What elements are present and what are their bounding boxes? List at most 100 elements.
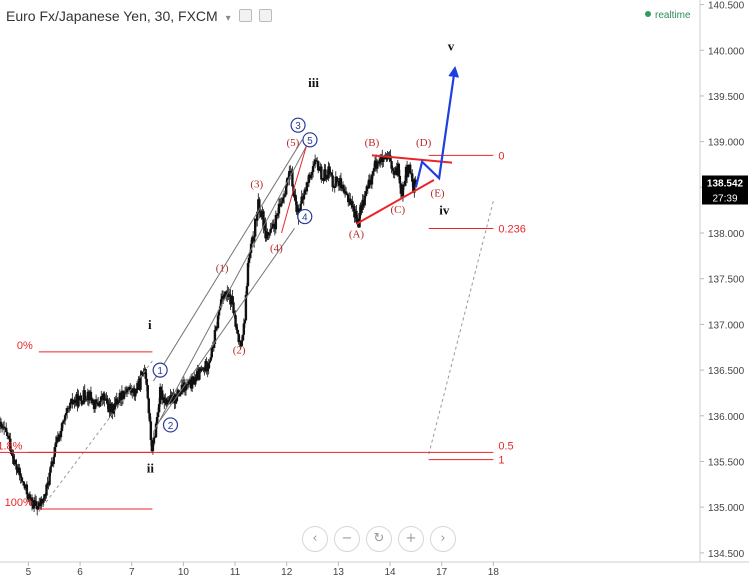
candle-body (268, 232, 271, 234)
candle-body (72, 402, 75, 405)
candle-body (391, 168, 394, 171)
candle-body (376, 161, 380, 163)
triangle-line (355, 179, 435, 225)
chart-title-bar: Euro Fx/Japanese Yen, 30, FXCM ▾ (6, 8, 273, 24)
projection-path (414, 66, 460, 188)
candle-body (174, 401, 177, 404)
candle-body (161, 390, 164, 400)
wave-label: (2) (233, 345, 246, 357)
candle-body (252, 236, 256, 242)
scroll-right-button[interactable]: › (430, 526, 456, 552)
candle-body (96, 402, 100, 406)
zoom-out-button[interactable]: − (334, 526, 360, 552)
candle-body (4, 427, 8, 433)
triangle-line (371, 154, 453, 164)
reset-button[interactable]: ↻ (366, 526, 392, 552)
chart-navigation: ‹ − ↻ + › (302, 526, 456, 552)
candle-body (147, 398, 150, 414)
candle-body (28, 494, 32, 500)
candle-body (113, 403, 116, 411)
fib-label-right: 0 (498, 150, 504, 162)
candle-body (241, 334, 245, 341)
countdown-tag (702, 190, 748, 205)
title-dropdown-icon[interactable]: ▾ (225, 13, 231, 24)
candle-body (62, 420, 66, 422)
settings-icon[interactable] (238, 9, 252, 22)
candle-body (249, 243, 253, 254)
candle-body (195, 374, 198, 382)
candle-body (330, 173, 333, 176)
x-tick-label: 13 (333, 567, 345, 578)
candle-body (344, 191, 348, 194)
candle-body (236, 329, 239, 334)
fib-label-right: 0.236 (498, 223, 526, 235)
wave-circle (297, 208, 313, 225)
candle-body (242, 323, 246, 335)
y-tick-label: 140.000 (708, 46, 745, 57)
candle-body (281, 197, 285, 203)
candle-body (154, 423, 158, 438)
candle-body (294, 194, 297, 202)
candle-body (157, 404, 161, 413)
candle-body (158, 386, 162, 405)
candle-body (15, 464, 18, 470)
candle-body (295, 201, 298, 212)
y-tick-label: 135.000 (708, 503, 745, 514)
candle-body (300, 196, 303, 204)
candle-body (65, 408, 69, 413)
candle-body (200, 368, 203, 371)
candle-body (63, 415, 67, 421)
candle-body (272, 223, 276, 227)
candle-body (140, 371, 143, 376)
candle-body (151, 443, 155, 452)
candle-body (14, 459, 17, 465)
x-tick-label: 5 (26, 567, 32, 578)
candle-body (325, 178, 328, 179)
candle-body (382, 159, 385, 163)
wave-label: (5) (287, 137, 300, 149)
candle-body (214, 326, 218, 331)
wave-label: iii (308, 75, 319, 90)
candle-body (43, 494, 46, 499)
candle-body (25, 484, 29, 495)
scroll-left-button[interactable]: ‹ (302, 526, 328, 552)
dashed-trendline (38, 360, 153, 513)
candle-body (318, 170, 321, 171)
candle-body (270, 227, 273, 229)
wave-circle (302, 132, 318, 148)
channel-line (153, 139, 303, 382)
candle-body (85, 399, 88, 401)
candle-body (34, 501, 38, 506)
candle-body (335, 176, 339, 182)
candle-body (262, 211, 265, 228)
candle-body (152, 437, 156, 444)
candle-body (8, 435, 11, 439)
wave-label: i (148, 317, 152, 332)
candle-body (37, 506, 40, 510)
candle-body (48, 472, 51, 485)
zoom-in-button[interactable]: + (398, 526, 424, 552)
candle-body (190, 376, 194, 389)
candle-body (206, 368, 209, 372)
candle-body (339, 178, 343, 189)
candle-body (194, 381, 197, 385)
screenshot-icon[interactable] (259, 9, 273, 22)
candle-body (71, 398, 74, 405)
realtime-label: realtime (655, 10, 691, 21)
candle-body (133, 388, 136, 397)
x-tick-label: 10 (178, 567, 190, 578)
candle-body (193, 376, 196, 385)
candle-body (227, 291, 230, 297)
candle-body (274, 214, 278, 230)
candle-body (42, 498, 45, 503)
countdown: 27:39 (712, 193, 737, 204)
candle-body (80, 400, 83, 405)
candle-body (390, 161, 393, 169)
candle-body (305, 182, 309, 192)
candle-body (235, 326, 238, 330)
y-tick-label: 134.500 (708, 549, 745, 560)
candle-body (267, 233, 270, 236)
candle-body (59, 430, 63, 438)
candle-body (371, 171, 375, 175)
